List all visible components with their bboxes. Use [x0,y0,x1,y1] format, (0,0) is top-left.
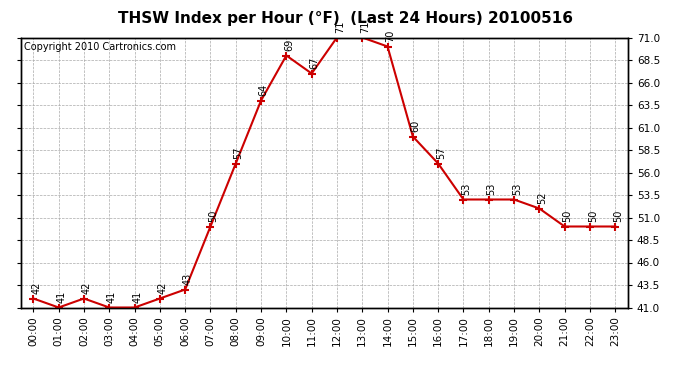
Text: 52: 52 [537,192,547,204]
Text: 41: 41 [57,291,66,303]
Text: 64: 64 [259,84,269,96]
Text: 57: 57 [233,147,244,159]
Text: 57: 57 [436,147,446,159]
Text: 50: 50 [208,210,218,222]
Text: THSW Index per Hour (°F)  (Last 24 Hours) 20100516: THSW Index per Hour (°F) (Last 24 Hours)… [117,11,573,26]
Text: 42: 42 [31,282,41,294]
Text: 42: 42 [81,282,92,294]
Text: 50: 50 [588,210,598,222]
Text: 53: 53 [512,183,522,195]
Text: Copyright 2010 Cartronics.com: Copyright 2010 Cartronics.com [23,42,176,51]
Text: 41: 41 [107,291,117,303]
Text: 53: 53 [461,183,471,195]
Text: 69: 69 [284,39,294,51]
Text: 67: 67 [309,57,319,69]
Text: 60: 60 [411,120,421,132]
Text: 53: 53 [486,183,497,195]
Text: 42: 42 [157,282,168,294]
Text: 43: 43 [183,273,193,285]
Text: 41: 41 [132,291,142,303]
Text: 50: 50 [613,210,623,222]
Text: 71: 71 [335,21,345,33]
Text: 71: 71 [360,21,370,33]
Text: 70: 70 [385,30,395,42]
Text: 50: 50 [562,210,573,222]
